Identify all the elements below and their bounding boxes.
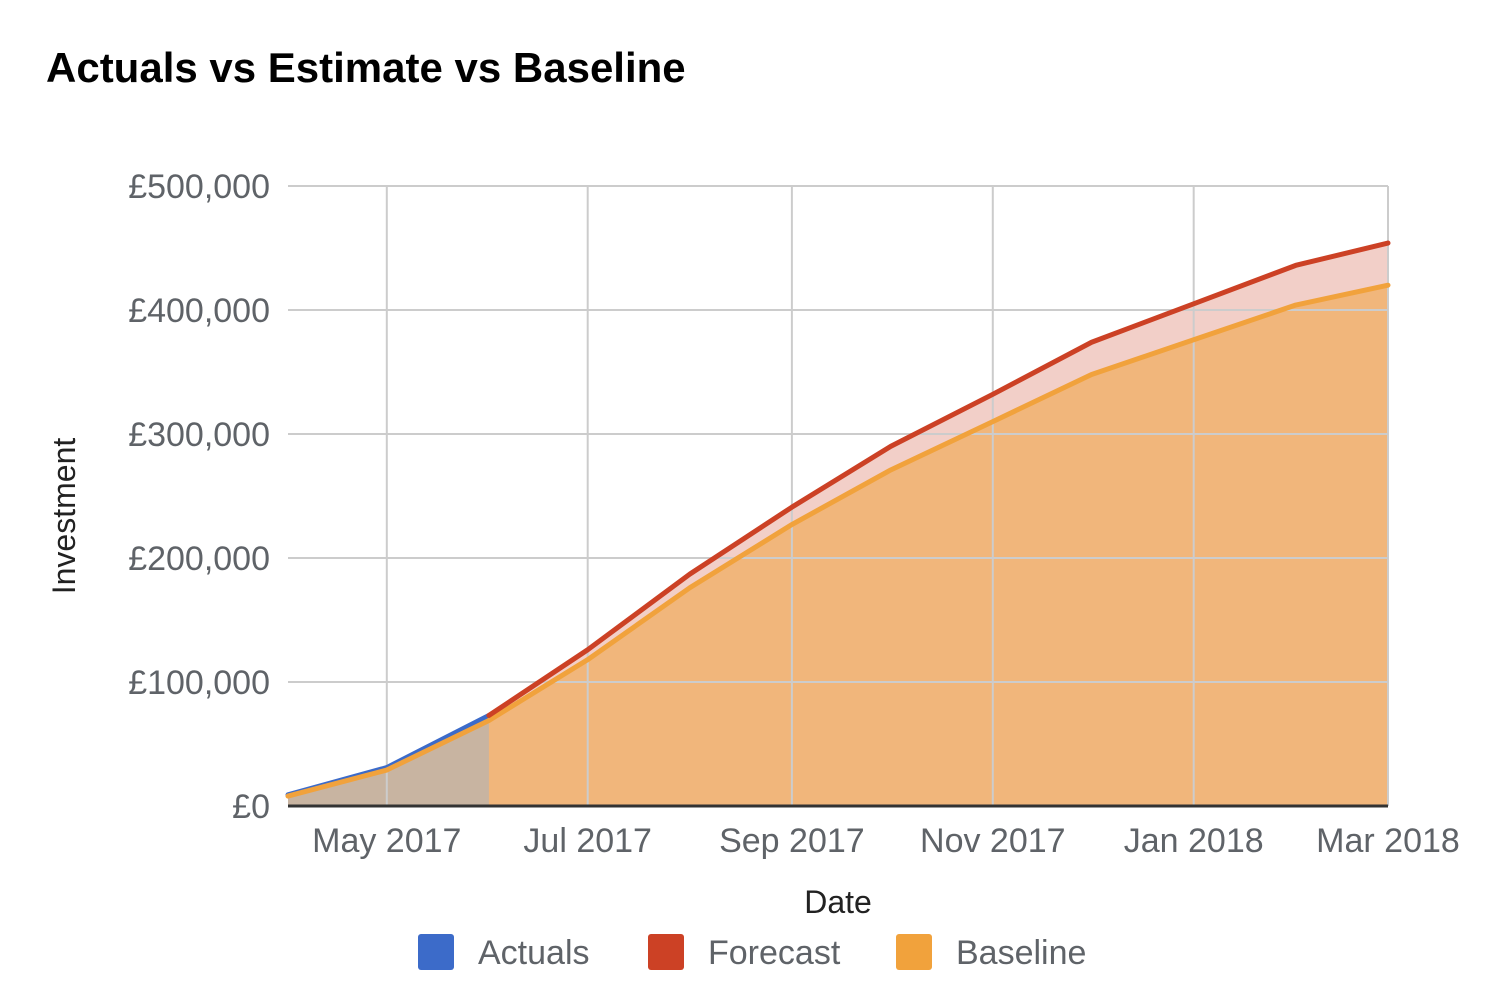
legend-swatch [418,934,454,970]
legend-label: Actuals [478,934,590,972]
legend-item-forecast: Forecast [648,934,841,972]
grid [288,185,1389,806]
legend-swatch [896,934,932,970]
legend-swatch [648,934,684,970]
legend-label: Baseline [956,934,1086,972]
series-lines [285,240,1391,808]
legend-item-baseline: Baseline [896,934,1086,972]
y-tick-label: £100,000 [128,664,270,702]
x-tick-label: Sep 2017 [719,822,865,860]
y-tick-label: £300,000 [128,416,270,454]
x-tick-label: Jul 2017 [523,822,652,860]
x-tick-label: Mar 2018 [1316,822,1460,860]
x-tick-label: Jan 2018 [1124,822,1264,860]
legend: Actuals Forecast Baseline [418,934,1086,972]
x-tick-label: Nov 2017 [920,822,1066,860]
legend-item-actuals: Actuals [418,934,590,972]
y-tick-label: £400,000 [128,292,270,330]
x-axis-title: Date [804,884,872,920]
x-tick-label: May 2017 [312,822,461,860]
x-axis-ticks: May 2017 Jul 2017 Sep 2017 Nov 2017 Jan 2018… [312,822,1460,860]
line-forecast [486,240,1391,718]
chart-title: Actuals vs Estimate vs Baseline [46,44,686,91]
line-baseline [285,282,1391,799]
legend-label: Forecast [708,934,841,972]
y-tick-label: £500,000 [128,168,270,206]
y-tick-label: £0 [232,788,270,826]
area-baseline [288,285,1388,806]
y-axis-title: Investment [46,438,82,595]
y-tick-label: £200,000 [128,540,270,578]
y-axis-ticks: £0 £100,000 £200,000 £300,000 £400,000 £500,0… [128,168,270,826]
